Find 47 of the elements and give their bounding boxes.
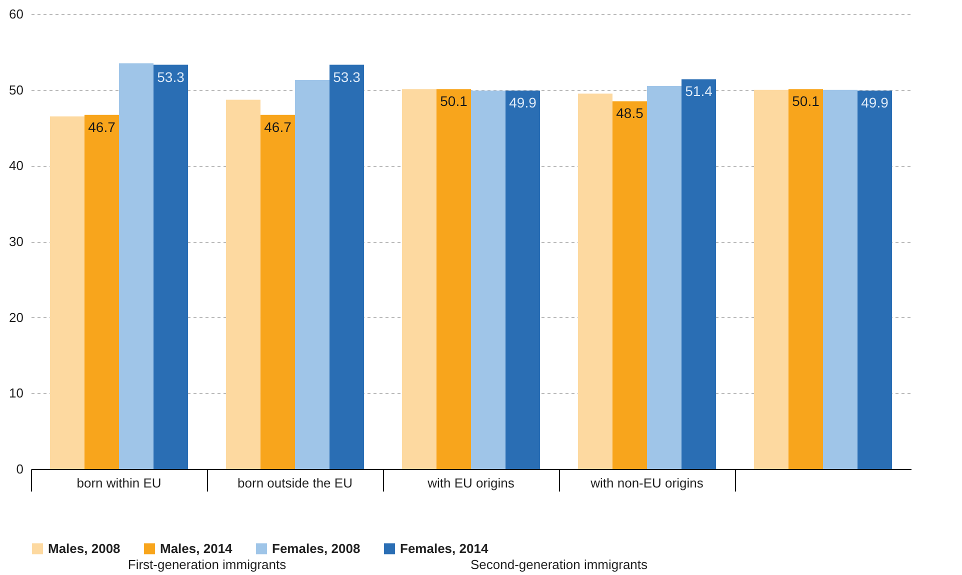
y-tick-label: 60 <box>9 6 24 22</box>
bar <box>50 116 84 469</box>
bar <box>84 114 119 469</box>
data-label: 46.7 <box>264 118 292 135</box>
y-tick-label: 50 <box>9 82 24 98</box>
bar <box>436 89 471 469</box>
bar <box>754 90 788 469</box>
y-tick-label: 10 <box>9 386 24 401</box>
x-tick-label: with EU origins <box>426 476 515 490</box>
data-label: 53.3 <box>157 68 185 85</box>
legend-label: Females, 2014 <box>400 540 489 556</box>
data-label: 53.3 <box>333 68 361 85</box>
bar <box>154 64 188 469</box>
y-tick-label: 20 <box>9 310 24 325</box>
bar <box>119 63 154 469</box>
text: First-generation immigrants <box>128 557 287 572</box>
y-tick-label: 40 <box>9 158 24 174</box>
bar <box>647 86 682 469</box>
y-tick-label: 30 <box>9 234 24 249</box>
data-label: 50.1 <box>440 93 468 110</box>
data-label: 50.1 <box>792 93 820 110</box>
bar <box>330 64 364 469</box>
bar <box>226 100 260 469</box>
bar <box>858 90 892 469</box>
data-label: 51.4 <box>685 83 713 100</box>
bar <box>295 80 330 469</box>
legend-label: Males, 2014 <box>160 540 234 556</box>
bar <box>260 114 295 469</box>
data-label: 49.9 <box>861 94 889 111</box>
data-label: 49.9 <box>509 94 537 111</box>
legend-label: Females, 2008 <box>272 540 360 556</box>
bar <box>682 79 716 469</box>
legend-label: Males, 2008 <box>48 540 120 556</box>
data-label: 46.7 <box>88 118 116 135</box>
x-tick-label: born outside the EU <box>238 476 352 490</box>
x-tick-label: with non-EU origins <box>590 476 704 490</box>
bar <box>506 90 540 469</box>
x-tick-label: born within EU <box>76 476 162 490</box>
data-label: 48.5 <box>616 105 644 122</box>
bar <box>788 89 823 469</box>
bar <box>612 101 647 469</box>
bar <box>823 90 858 469</box>
y-tick-label: 0 <box>16 462 24 476</box>
bar <box>578 94 612 469</box>
bar <box>402 89 436 469</box>
text: Second-generation immigrants <box>470 557 648 572</box>
bar <box>471 90 506 469</box>
